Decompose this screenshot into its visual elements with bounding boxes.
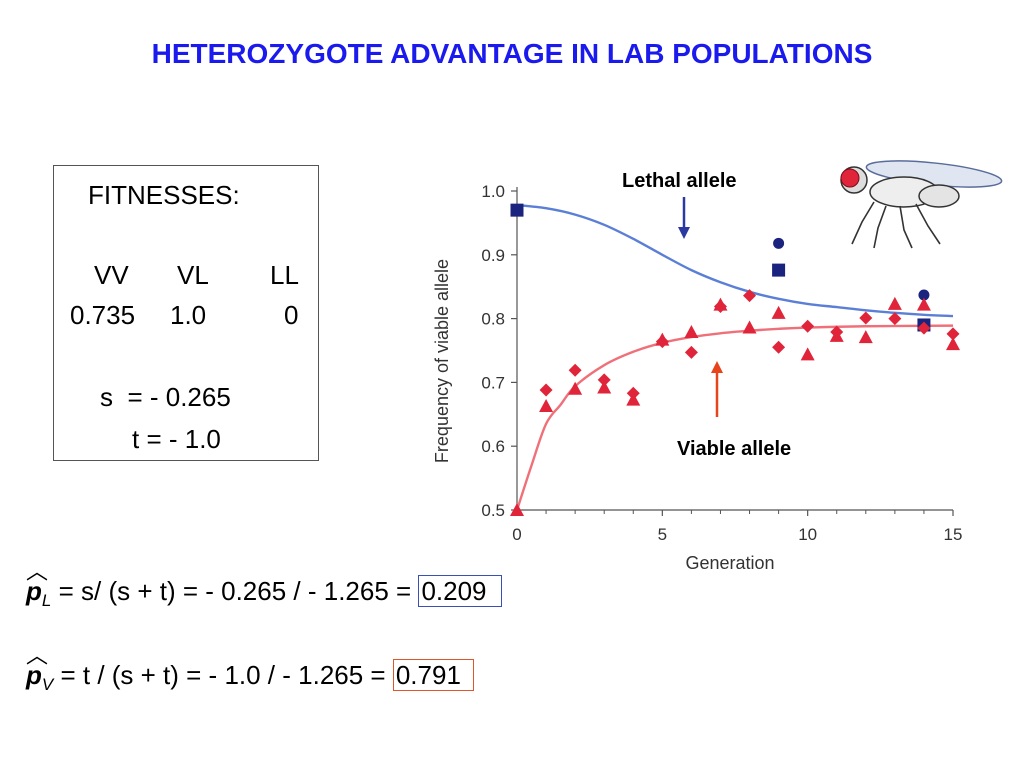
red-triangle-point [655,332,670,346]
viable-allele-label: Viable allele [677,438,791,460]
red-triangle-point [887,296,902,310]
fruit-fly-icon [840,160,1003,249]
y-tick-label: 0.8 [481,310,505,329]
formula-pl-expression: = s/ (s + t) = - 0.265 / - 1.265 = [51,576,419,606]
red-triangle-point [684,324,699,338]
x-tick-label: 10 [798,525,817,544]
p-hat-v: ︿ p [26,643,49,690]
blue-square-point [772,263,786,277]
result-pl-box: 0.209 [418,575,502,607]
red-diamond-point [772,340,786,354]
selection-t: t = - 1.0 [132,424,221,454]
red-triangle-point [829,328,844,342]
subscript-v: V [41,675,54,695]
viable-arrow [711,361,723,417]
y-tick-label: 1.0 [481,182,505,201]
red-diamond-point [743,289,757,303]
red-diamond-point [568,363,582,377]
red-diamond-point [917,321,931,335]
blue-circle-point [773,237,785,249]
red-diamond-point [801,319,815,333]
red-triangle-point [858,330,873,344]
red-triangle-point [946,337,960,351]
red-diamond-point [888,312,902,326]
y-tick-label: 0.6 [481,437,505,456]
fitness-box: FITNESSES: VV VL LL 0.735 1.0 0 s = - 0.… [53,165,319,461]
red-triangle-point [771,305,786,319]
formula-pv-expression: = t / (s + t) = - 1.0 / - 1.265 = [53,660,393,690]
red-triangle-point [742,320,757,334]
result-pv-box: 0.791 [392,659,474,691]
genotype-vv: VV [94,260,129,290]
red-fit-curve [515,324,954,511]
lethal-allele-label: Lethal allele [622,170,737,192]
y-tick-label: 0.9 [481,246,505,265]
x-tick-label: 5 [658,525,667,544]
red-triangle-point [713,297,728,311]
red-triangle-point [568,381,583,395]
formula-pv: ︿ pV = t / (s + t) = - 1.0 / - 1.265 = 0.… [26,643,474,695]
red-triangle-point [597,380,612,394]
red-triangle-point [539,399,554,413]
y-tick-label: 0.7 [481,373,505,392]
blue-circle-point [918,289,930,301]
red-diamond-point [597,373,611,387]
lethal-arrow [678,197,690,239]
red-triangle-point [510,503,524,516]
genotype-vl: VL [177,260,209,290]
red-triangle-point [626,392,641,406]
red-triangle-point [800,347,815,361]
fitness-vv: 0.735 [70,300,136,330]
x-axis-label: Generation [685,553,774,573]
fitness-heading: FITNESSES: [88,180,240,210]
x-tick-label: 0 [512,525,521,544]
red-triangle-point [916,297,931,311]
genotype-ll: LL [270,260,299,290]
red-diamond-point [859,311,873,325]
slide-title: HETEROZYGOTE ADVANTAGE IN LAB POPULATION… [151,38,873,69]
blue-fit-curve [516,203,954,318]
fitness-ll: 0 [284,300,299,330]
red-diamond-point [539,383,553,397]
subscript-l: L [41,591,52,611]
x-tick-label: 15 [944,525,963,544]
p-hat-l: ︿ p [26,559,49,606]
red-diamond-point [946,327,960,341]
selection-s: s = - 0.265 [100,382,231,412]
y-axis-label: Frequency of viable allele [432,259,452,463]
chart-marks [510,203,960,516]
y-tick-label: 0.5 [481,501,505,520]
formula-pl: ︿ pL = s/ (s + t) = - 0.265 / - 1.265 = 0… [26,559,502,611]
red-diamond-point [684,345,698,359]
blue-square-point [510,203,524,217]
frequency-chart: 0.5 0.6 0.7 0.8 0.9 1.0 0 5 10 15 Generation Freq… [425,145,1024,575]
fitness-vl: 1.0 [170,300,207,330]
chart-svg: 0.5 0.6 0.7 0.8 0.9 1.0 0 5 10 15 Generation Freq… [432,170,962,573]
chart-axes: 0.5 0.6 0.7 0.8 0.9 1.0 0 5 10 15 [481,182,962,544]
